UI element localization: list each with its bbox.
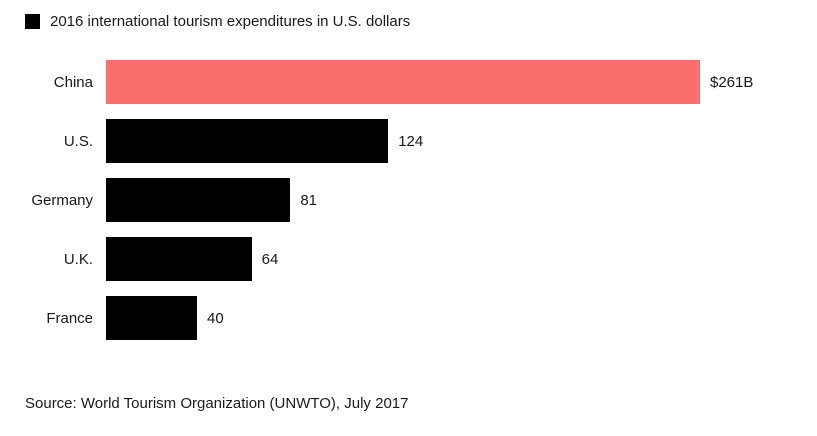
value-label-france: 40 [207,309,224,327]
bar-china [106,60,700,104]
category-label-us: U.S. [63,132,93,150]
legend: 2016 international tourism expenditures … [25,13,817,30]
category-label-germany: Germany [31,191,93,209]
category-label-china: China [53,73,93,91]
legend-label: 2016 international tourism expenditures … [50,13,411,30]
bar-track: 64 [106,237,700,281]
value-label-china: $261B [710,73,754,91]
bar-track: $261B [106,60,753,104]
source-note: Source: World Tourism Organization (UNWT… [25,395,409,412]
bar-row-germany: Germany 81 [0,178,817,222]
value-label-uk: 64 [261,250,279,268]
category-label-france: France [46,309,93,327]
bar-track: 40 [106,296,700,340]
bar-row-uk: U.K. 64 [0,237,817,281]
bar-track: 124 [106,119,700,163]
bar-track: 81 [106,178,700,222]
legend-swatch-icon [25,14,40,29]
bar-row-france: France 40 [0,296,817,340]
bar-france [106,296,198,340]
category-label-uk: U.K. [63,250,93,268]
bar-chart: China $261B U.S. 124 Germany 81 U.K. [0,60,817,340]
bar-us [106,119,389,163]
value-label-us: 124 [398,132,424,150]
value-label-germany: 81 [300,191,318,209]
bar-germany [106,178,291,222]
bar-row-china: China $261B [0,60,817,104]
bar-row-us: U.S. 124 [0,119,817,163]
bar-uk [106,237,252,281]
